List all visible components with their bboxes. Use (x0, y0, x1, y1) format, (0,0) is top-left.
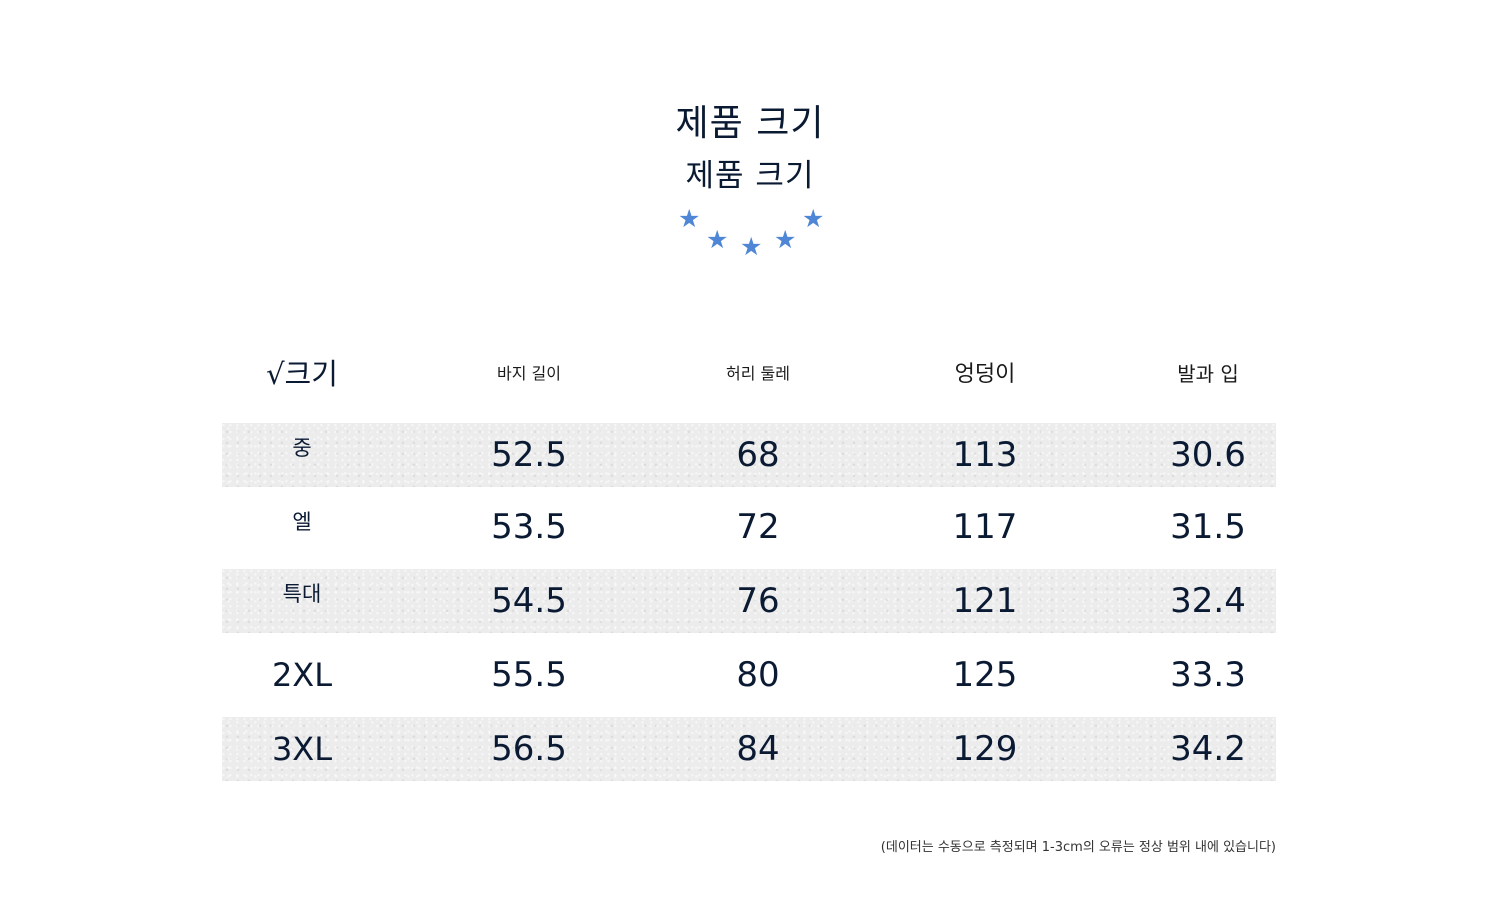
star-icon: ★ (706, 225, 729, 254)
waist-value: 80 (736, 655, 780, 695)
header-waist: 허리 둘레 (726, 364, 790, 383)
header-size: √크기 (266, 357, 338, 391)
pants-length-value: 53.5 (491, 507, 567, 547)
size-label: 엘 (292, 510, 312, 534)
leg-opening-value: 34.2 (1170, 729, 1246, 769)
leg-opening-value: 31.5 (1170, 507, 1246, 547)
table-row: 엘 53.5 72 117 31.5 (222, 495, 1276, 559)
waist-value: 76 (736, 581, 780, 621)
pants-length-value: 55.5 (491, 655, 567, 695)
table-row: 3XL 56.5 84 129 34.2 (222, 717, 1276, 781)
waist-value: 72 (736, 507, 780, 547)
hip-value: 125 (952, 655, 1018, 695)
leg-opening-value: 33.3 (1170, 655, 1246, 695)
star-icon: ★ (740, 232, 763, 261)
pants-length-value: 56.5 (491, 729, 567, 769)
header-pants-length: 바지 길이 (497, 364, 561, 383)
star-icon: ★ (678, 204, 701, 233)
measurement-footnote: (데이터는 수동으로 측정되며 1-3cm의 오류는 정상 범위 내에 있습니다… (880, 840, 1276, 855)
table-row: 특대 54.5 76 121 32.4 (222, 569, 1276, 633)
waist-value: 68 (736, 435, 780, 475)
page-title: 제품 크기 (675, 103, 825, 144)
table-row: 2XL 55.5 80 125 33.3 (222, 643, 1276, 707)
leg-opening-value: 32.4 (1170, 581, 1246, 621)
pants-length-value: 54.5 (491, 581, 567, 621)
pants-length-value: 52.5 (491, 435, 567, 475)
star-icon: ★ (774, 225, 797, 254)
page-subtitle: 제품 크기 (685, 158, 815, 194)
table-row: 중 52.5 68 113 30.6 (222, 423, 1276, 487)
header-leg-opening: 발과 입 (1177, 361, 1239, 386)
leg-opening-value: 30.6 (1170, 435, 1246, 475)
size-label: 중 (292, 436, 312, 460)
star-icon: ★ (802, 204, 825, 233)
hip-value: 117 (952, 507, 1018, 547)
hip-value: 129 (952, 729, 1018, 769)
table-header-row: √크기 바지 길이 허리 둘레 엉덩이 발과 입 (222, 338, 1276, 406)
size-label: 2XL (271, 656, 333, 694)
header-hip: 엉덩이 (954, 362, 1016, 387)
hip-value: 113 (952, 435, 1018, 475)
size-label: 3XL (271, 730, 333, 768)
hip-value: 121 (952, 581, 1018, 621)
waist-value: 84 (736, 729, 780, 769)
size-label: 특대 (282, 582, 322, 606)
